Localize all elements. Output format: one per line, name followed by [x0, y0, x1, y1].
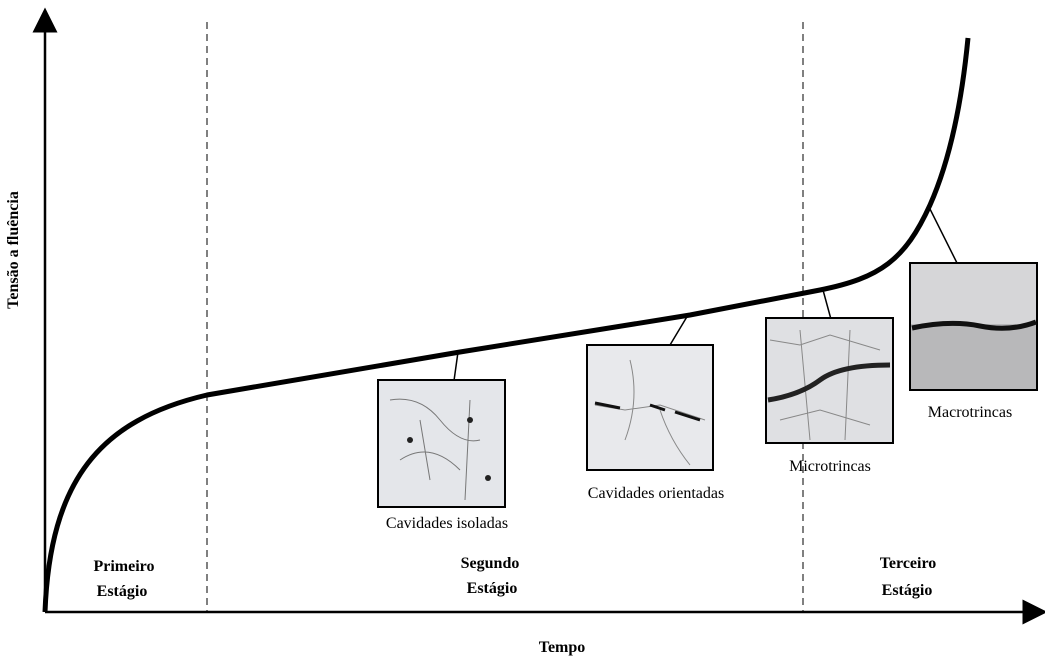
micrograph	[377, 379, 506, 508]
stage-label: Primeiro	[93, 558, 154, 575]
micrograph-caption: Cavidades isoladas	[386, 515, 508, 532]
stage-label: Segundo	[461, 555, 520, 572]
stage-label: Estágio	[467, 580, 518, 597]
micrograph-caption: Macrotrincas	[928, 404, 1012, 421]
x-axis-label: Tempo	[539, 639, 586, 656]
micrograph-caption: Microtrincas	[789, 458, 871, 475]
creep-curve	[42, 37, 971, 613]
y-axis-label: Tensão a fluência	[5, 191, 22, 309]
stage-label: Estágio	[97, 583, 148, 600]
stage-label: Estágio	[882, 582, 933, 599]
micrograph	[586, 344, 714, 471]
stage-label: Terceiro	[880, 555, 937, 572]
micrograph	[765, 317, 894, 444]
micrograph	[909, 262, 1038, 391]
micrograph-caption: Cavidades orientadas	[588, 485, 724, 502]
